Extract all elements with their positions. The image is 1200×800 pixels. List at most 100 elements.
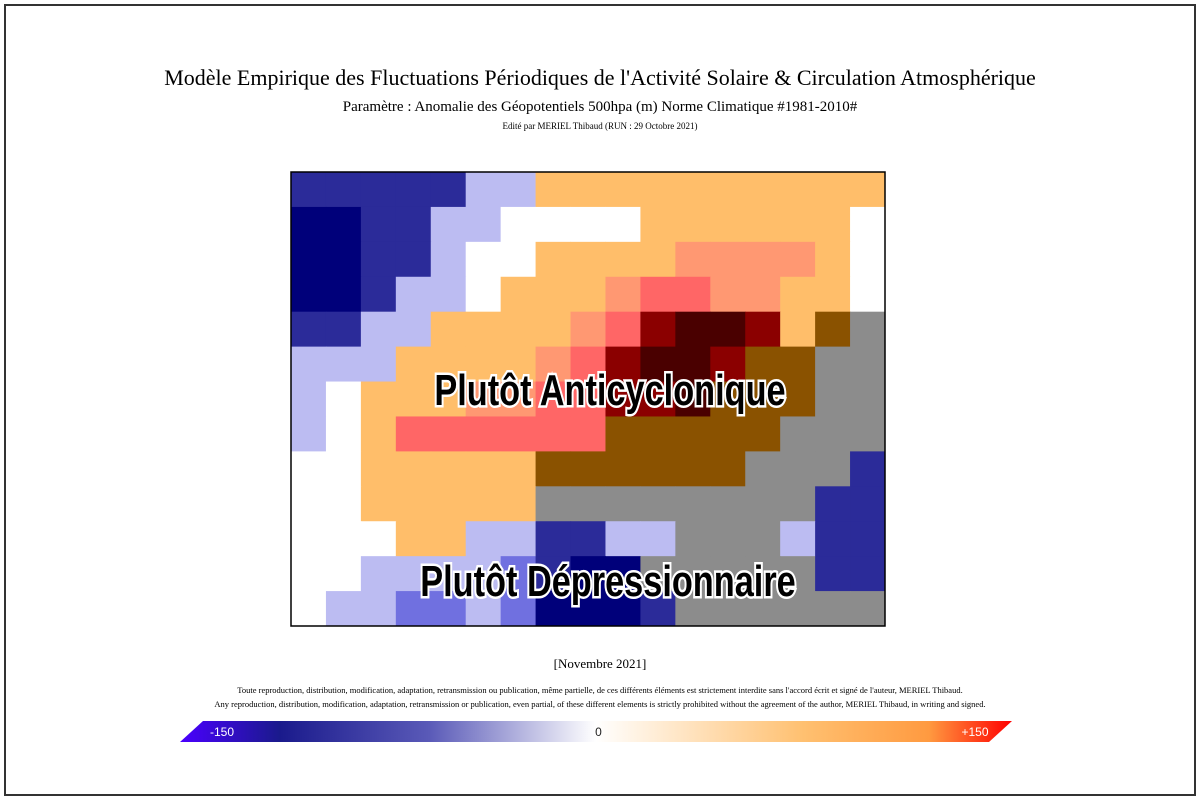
map-cell bbox=[500, 172, 537, 208]
map-border bbox=[290, 171, 886, 627]
map-cell bbox=[430, 451, 467, 487]
map-cell bbox=[710, 416, 746, 452]
map-cell bbox=[780, 311, 816, 348]
map-cell bbox=[850, 172, 886, 208]
map-cell bbox=[465, 311, 502, 348]
map-cell bbox=[780, 591, 816, 627]
map-cell bbox=[640, 416, 676, 452]
map-cell bbox=[430, 311, 467, 348]
map-cell bbox=[570, 381, 606, 417]
map-cell bbox=[325, 276, 362, 313]
map-cell bbox=[500, 486, 537, 522]
map-cell bbox=[780, 206, 816, 243]
map-cell bbox=[535, 241, 572, 278]
map-cell bbox=[570, 346, 606, 383]
map-cell bbox=[675, 381, 711, 417]
map-cell bbox=[640, 486, 676, 522]
map-cell bbox=[640, 172, 676, 208]
map-cell bbox=[570, 241, 606, 278]
map-cell bbox=[535, 486, 572, 522]
map-cell bbox=[605, 172, 641, 208]
map-cell bbox=[430, 206, 467, 243]
map-cell bbox=[395, 241, 432, 278]
map-cell bbox=[850, 486, 886, 522]
map-cell bbox=[815, 241, 851, 278]
map-cell bbox=[815, 381, 851, 417]
map-cell bbox=[500, 416, 537, 452]
map-cell bbox=[815, 276, 851, 313]
map-cell bbox=[640, 241, 676, 278]
map-cell bbox=[291, 172, 327, 208]
map-cell bbox=[640, 311, 676, 348]
colorbar bbox=[180, 721, 1012, 742]
map-cell bbox=[710, 206, 746, 243]
map-cell bbox=[780, 172, 816, 208]
map-cell bbox=[465, 591, 502, 627]
map-cell bbox=[710, 346, 746, 383]
map-cell bbox=[815, 346, 851, 383]
map-cell bbox=[745, 556, 781, 592]
map-cell bbox=[500, 276, 537, 313]
map-cell bbox=[745, 276, 781, 313]
map-cell bbox=[745, 206, 781, 243]
map-cell bbox=[570, 206, 606, 243]
map-cell bbox=[500, 521, 537, 557]
map-cell bbox=[535, 346, 572, 383]
map-cell bbox=[325, 451, 362, 487]
map-cell bbox=[605, 486, 641, 522]
map-cell bbox=[535, 206, 572, 243]
map-cell bbox=[850, 451, 886, 487]
map-cell bbox=[325, 556, 362, 592]
map-cell bbox=[360, 416, 397, 452]
title: Modèle Empirique des Fluctuations Périod… bbox=[164, 65, 1036, 90]
map-cell bbox=[535, 451, 572, 487]
map-cell bbox=[605, 241, 641, 278]
map-cell bbox=[465, 241, 502, 278]
map-cell bbox=[465, 346, 502, 383]
map-cell bbox=[500, 206, 537, 243]
map-cell bbox=[500, 241, 537, 278]
map-cell bbox=[325, 521, 362, 557]
map-cell bbox=[710, 486, 746, 522]
map-cell bbox=[325, 206, 362, 243]
map-cell bbox=[291, 416, 327, 452]
map-label: Plutôt Dépressionnaire bbox=[420, 557, 796, 606]
map-cell bbox=[570, 591, 606, 627]
map-cell bbox=[360, 451, 397, 487]
map-cell bbox=[465, 556, 502, 592]
map-cell bbox=[395, 172, 432, 208]
map-cell bbox=[815, 311, 851, 348]
map-cell bbox=[360, 276, 397, 313]
map-cell bbox=[815, 206, 851, 243]
notice: Any reproduction, distribution, modifica… bbox=[214, 699, 985, 709]
map-cell bbox=[745, 591, 781, 627]
subtitle: Paramètre : Anomalie des Géopotentiels 5… bbox=[343, 99, 858, 115]
map-cell bbox=[395, 591, 432, 627]
notice: Toute reproduction, distribution, modifi… bbox=[237, 685, 962, 695]
map-cell bbox=[360, 311, 397, 348]
map-cell bbox=[395, 381, 432, 417]
map-cell bbox=[395, 206, 432, 243]
map-cell bbox=[430, 346, 467, 383]
map-cell bbox=[465, 381, 502, 417]
map-cell bbox=[570, 556, 606, 592]
map-cell bbox=[745, 416, 781, 452]
editor: Edité par MERIEL Thibaud (RUN : 29 Octob… bbox=[503, 121, 698, 131]
map-cell bbox=[605, 276, 641, 313]
map-cell bbox=[465, 416, 502, 452]
colorbar-tick-label: 0 bbox=[595, 725, 602, 739]
map-cell bbox=[535, 276, 572, 313]
map-cell bbox=[745, 241, 781, 278]
map-cell bbox=[500, 381, 537, 417]
map-cell bbox=[291, 556, 327, 592]
map-cell bbox=[780, 521, 816, 557]
map-cell bbox=[535, 381, 572, 417]
map-cell bbox=[430, 381, 467, 417]
map-cell bbox=[430, 591, 467, 627]
map-cell bbox=[360, 556, 397, 592]
map-cell bbox=[291, 381, 327, 417]
map-cell bbox=[710, 276, 746, 313]
map-cell bbox=[710, 451, 746, 487]
map-cell bbox=[535, 591, 572, 627]
map-cell bbox=[465, 172, 502, 208]
